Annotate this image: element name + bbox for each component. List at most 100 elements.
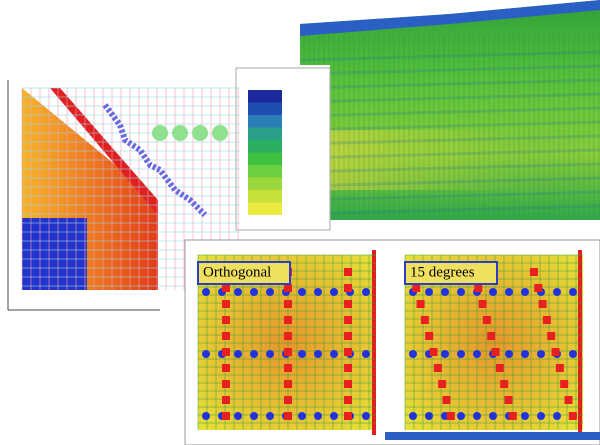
well [152, 125, 168, 141]
panel-label: Orthogonal [203, 264, 271, 280]
streak [299, 120, 600, 132]
injector [362, 288, 370, 296]
injector [330, 412, 338, 420]
producer [568, 412, 577, 420]
streak [299, 190, 600, 202]
injector [569, 350, 577, 358]
producer [284, 412, 292, 420]
injector [409, 412, 417, 420]
wells [152, 125, 228, 141]
injector [234, 288, 242, 296]
injector [521, 288, 529, 296]
legend-swatch [248, 140, 282, 153]
producer [344, 364, 352, 372]
producer [487, 332, 496, 340]
legend-swatch [248, 102, 282, 115]
producer [551, 348, 560, 356]
injector [521, 350, 529, 358]
producer [284, 300, 292, 308]
injector [202, 350, 210, 358]
producer [491, 348, 500, 356]
injector [330, 288, 338, 296]
streak [299, 50, 600, 62]
legend-swatch [248, 165, 282, 178]
producer [284, 364, 292, 372]
producer [284, 316, 292, 324]
producer [222, 316, 230, 324]
legend-swatch [248, 202, 282, 215]
injector [457, 412, 465, 420]
streak [299, 64, 600, 76]
injector [250, 288, 258, 296]
producer [344, 380, 352, 388]
injector [505, 288, 513, 296]
well [172, 125, 188, 141]
injector [298, 288, 306, 296]
injector [202, 288, 210, 296]
producer [538, 300, 547, 308]
injector [473, 412, 481, 420]
legend-swatch [248, 90, 282, 103]
producer [438, 380, 447, 388]
injector [489, 288, 497, 296]
producer [560, 380, 569, 388]
injector [234, 350, 242, 358]
seismic-highlight [300, 130, 600, 190]
producer [534, 284, 543, 292]
injector [202, 412, 210, 420]
producer [446, 412, 455, 420]
injector [266, 350, 274, 358]
producer [344, 348, 352, 356]
well-pattern [197, 254, 583, 430]
injector [298, 412, 306, 420]
injector [489, 412, 497, 420]
producer [442, 396, 451, 404]
streak [299, 176, 600, 188]
producer [222, 396, 230, 404]
well [192, 125, 208, 141]
legend [248, 90, 282, 215]
producer [344, 268, 352, 276]
streak [299, 134, 600, 146]
legend-swatch [248, 177, 282, 190]
injector [234, 412, 242, 420]
injector [505, 350, 513, 358]
producer [222, 364, 230, 372]
streak [299, 162, 600, 174]
label-box [404, 261, 498, 285]
producer [222, 284, 230, 292]
seismic-panel [299, 0, 600, 220]
legend-swatch [248, 127, 282, 140]
injector [298, 350, 306, 358]
label-box [197, 261, 291, 285]
producer [222, 348, 230, 356]
injector [537, 350, 545, 358]
producer [344, 300, 352, 308]
producer [222, 300, 230, 308]
injector [521, 412, 529, 420]
injector [425, 288, 433, 296]
producer [222, 332, 230, 340]
legend-swatch [248, 190, 282, 203]
injector [362, 412, 370, 420]
injector [314, 412, 322, 420]
injector [457, 350, 465, 358]
streak [299, 204, 600, 216]
bottom-bar [385, 432, 600, 440]
producer [504, 396, 513, 404]
producer [222, 412, 230, 420]
producer [344, 396, 352, 404]
producer [474, 284, 483, 292]
producer [529, 268, 538, 276]
legend-swatch [248, 152, 282, 165]
producer [555, 364, 564, 372]
injector [441, 350, 449, 358]
heat-map-block [22, 218, 87, 290]
panel-label: 15 degrees [410, 264, 475, 280]
injector [314, 288, 322, 296]
producer [495, 364, 504, 372]
injector [250, 412, 258, 420]
streak [299, 106, 600, 118]
injector [266, 288, 274, 296]
